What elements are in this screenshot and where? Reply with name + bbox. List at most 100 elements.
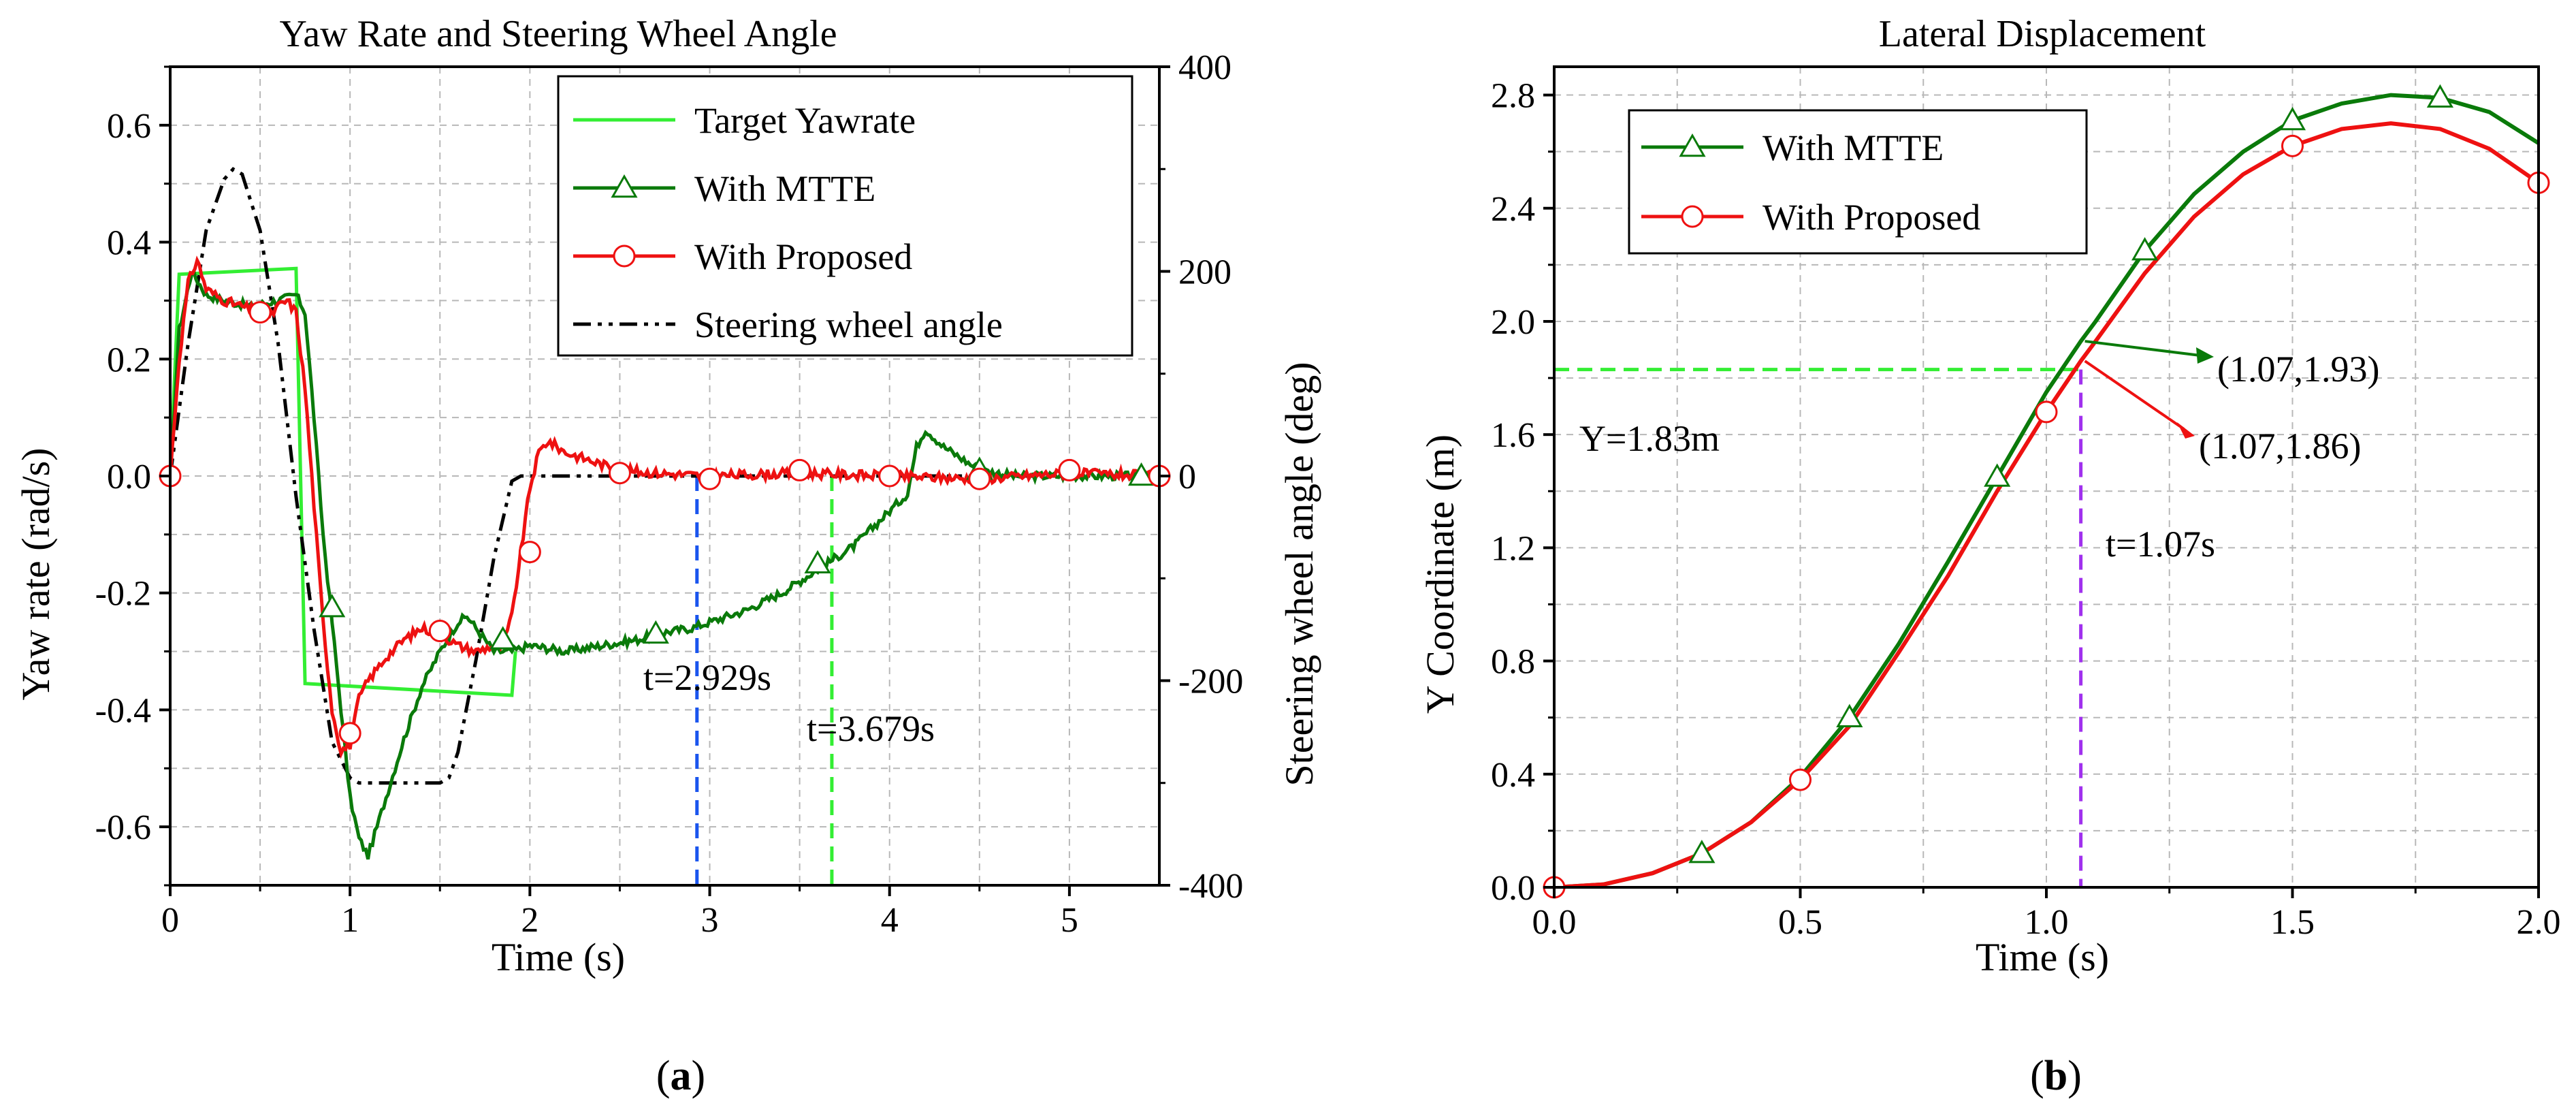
y-tick-label: 0.2 (107, 340, 151, 379)
series-proposed-marker (518, 541, 541, 564)
y-tick-label: -0.6 (95, 808, 151, 847)
chart-b-panel-label: (b) (2030, 1053, 2082, 1099)
legend-marker (613, 244, 636, 268)
chart-a-panel-label: (a) (656, 1053, 705, 1099)
y2-tick-label: 200 (1178, 253, 1231, 292)
series-mtte-marker (1127, 462, 1155, 486)
legend-label: With MTTE (694, 168, 875, 209)
legend-label: Target Yawrate (694, 100, 916, 141)
series-proposed-marker (338, 722, 361, 745)
x-tick-label: 4 (881, 901, 899, 940)
y-tick-label: 0.8 (1491, 643, 1535, 682)
x-tick-label: 2.0 (2517, 903, 2561, 942)
legend-marker (611, 174, 638, 198)
chart-a-y2-axis-label: Steering wheel angle (deg) (1277, 362, 1321, 786)
legend-label: With Proposed (694, 236, 912, 277)
series-proposed-marker (248, 301, 272, 324)
annotation-t107: t=1.07s (2106, 524, 2215, 565)
series-proposed-line (1553, 121, 2540, 889)
series-proposed-marker (1058, 458, 1081, 481)
chart-a-y-axis-label: Yaw rate (rad/s) (14, 448, 58, 701)
y-tick-label: 1.2 (1491, 529, 1535, 568)
y2-tick-label: -400 (1178, 867, 1243, 906)
y-tick-label: 0.6 (107, 107, 151, 146)
x-tick-label: 1.0 (2025, 903, 2069, 942)
panel-b-close-paren: ) (2067, 1053, 2082, 1099)
annotation-point-mtte: (1.07,1.93) (2217, 349, 2379, 390)
series-proposed-marker (788, 458, 811, 481)
y-tick-label: 0.4 (1491, 756, 1535, 795)
series-proposed-line (168, 255, 1161, 759)
y2-tick-label: 400 (1178, 48, 1231, 87)
y-tick-label: 0.4 (107, 224, 151, 263)
series-mtte-marker (2131, 237, 2159, 261)
annotation-y183: Y=1.83m (1579, 418, 1720, 459)
series-proposed-marker (2281, 134, 2304, 157)
y2-tick-label: -200 (1178, 663, 1243, 701)
x-tick-label: 3 (701, 901, 719, 940)
y-tick-label: 2.4 (1491, 190, 1535, 229)
chart-b-plot-area: Y=1.83m t=1.07s (1.07,1.93) (1.07,1.86) (1543, 84, 2550, 899)
series-mtte-marker (1836, 703, 1863, 727)
legend-box (557, 75, 1133, 357)
series-mtte-marker (804, 550, 831, 574)
series-proposed-marker (1789, 768, 1812, 791)
chart-a-ticks: 0.6 0.4 0.2 0.0 -0.2 -0.4 -0.6 400 200 0 -200 -400 0… (95, 48, 1244, 940)
y-tick-label: -0.4 (95, 691, 151, 730)
legend-marker (1679, 133, 1706, 157)
annotation-arrowhead-mtte (2196, 347, 2214, 364)
panel-b: Lateral Displacement Y=1.83m t=1.07s (1.07… (1418, 13, 2561, 1099)
annotation-arrowhead-proposed (2177, 422, 2195, 439)
legend-box (1628, 109, 2088, 255)
chart-b-legend: With MTTE With Proposed (1628, 109, 2088, 255)
chart-b-title: Lateral Displacement (1879, 13, 2206, 55)
panel-b-open-paren: ( (2030, 1053, 2044, 1099)
x-tick-label: 5 (1061, 901, 1078, 940)
series-mtte-line (168, 266, 1161, 860)
series-proposed-marker (2035, 400, 2058, 424)
series-mtte-marker (489, 626, 517, 650)
x-tick-label: 1 (341, 901, 359, 940)
series-target-yawrate-line (168, 266, 517, 697)
x-tick-label: 0 (161, 901, 179, 940)
y-tick-label: -0.2 (95, 575, 151, 614)
series-steering-wheel-angle-line (168, 167, 1159, 785)
y-tick-label: 1.6 (1491, 416, 1535, 455)
x-tick-label: 1.5 (2270, 903, 2315, 942)
x-tick-label: 2 (521, 901, 538, 940)
panel-a-close-paren: ) (692, 1053, 706, 1099)
x-tick-label: 0.5 (1778, 903, 1822, 942)
chart-a-plot-area: t=2.929s t=3.679s (159, 167, 1171, 885)
chart-b-ticks: 2.8 2.4 2.0 1.6 1.2 0.8 0.4 0.00.0 0.5 1.0 1.5 2.0 (1491, 77, 2561, 942)
panel-b-letter: b (2044, 1053, 2067, 1099)
panel-a-letter: a (671, 1053, 692, 1099)
series-proposed-marker (608, 462, 631, 485)
x-tick-label: 0.0 (1532, 903, 1577, 942)
panel-a-open-paren: ( (656, 1053, 671, 1099)
series-mtte-marker (2279, 106, 2306, 131)
y-tick-label: 2.0 (1491, 303, 1535, 342)
series-mtte-marker (2426, 84, 2453, 108)
chart-a-x-axis-label: Time (s) (492, 935, 625, 979)
y-tick-label: 0.0 (1491, 869, 1535, 908)
series-proposed-marker (428, 620, 451, 643)
y-tick-label: 2.8 (1491, 77, 1535, 116)
annotation-t2929: t=2.929s (643, 657, 771, 698)
y2-tick-label: 0 (1178, 458, 1196, 496)
legend-marker (1681, 205, 1704, 228)
series-mtte-marker (319, 594, 346, 618)
y-tick-label: 0.0 (107, 458, 151, 496)
annotation-point-proposed: (1.07,1.86) (2199, 426, 2361, 466)
chart-b-y-axis-label: Y Coordinate (m) (1418, 434, 1462, 714)
legend-label: Steering wheel angle (694, 304, 1003, 345)
series-mtte-marker (642, 620, 669, 644)
series-mtte-marker (1984, 463, 2011, 487)
chart-a-title: Yaw Rate and Steering Wheel Angle (279, 13, 837, 55)
legend-label: With MTTE (1762, 127, 1944, 168)
legend-label: With Proposed (1762, 197, 1980, 238)
chart-b-x-axis-label: Time (s) (1976, 935, 2109, 979)
series-proposed-marker (878, 464, 901, 488)
series-mtte-marker (1688, 840, 1716, 863)
annotation-t3679: t=3.679s (807, 708, 935, 749)
